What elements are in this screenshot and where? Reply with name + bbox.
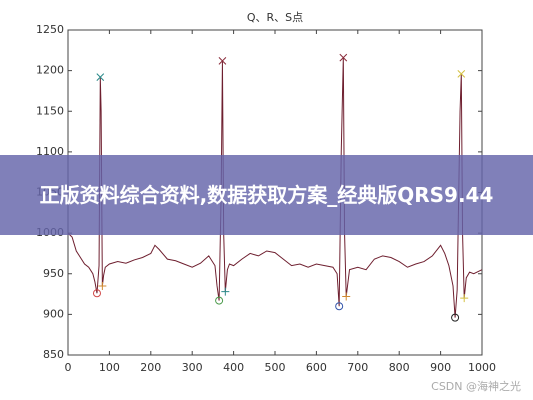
x-tick-label: 0 [65,361,72,374]
y-tick-label: 850 [43,348,64,361]
y-tick-label: 1100 [36,145,64,158]
x-tick-label: 200 [140,361,161,374]
y-tick-label: 1250 [36,23,64,36]
x-tick-label: 900 [430,361,451,374]
watermark: CSDN @海神之光 [431,380,521,393]
banner-text: 正版资料综合资料,数据获取方案_经典版QRS9.44 [39,183,494,207]
banner: 正版资料综合资料,数据获取方案_经典版QRS9.44 [0,155,533,235]
r-point [339,53,348,62]
x-tick-label: 700 [347,361,368,374]
s-point [98,281,107,290]
r-point [96,73,105,81]
s-point [460,294,469,303]
x-tick-label: 500 [265,361,286,374]
x-tick-label: 800 [389,361,410,374]
r-point [457,70,466,78]
x-tick-label: 1000 [468,361,496,374]
s-point [221,287,230,296]
x-tick-label: 600 [306,361,327,374]
q-point [92,289,101,298]
q-point [215,296,224,305]
q-point [451,313,460,322]
chart-title: Q、R、S点 [247,11,303,24]
y-tick-label: 950 [43,267,64,280]
y-tick-label: 900 [43,307,64,320]
x-tick-label: 300 [182,361,203,374]
r-point [218,57,227,65]
y-tick-label: 1150 [36,104,64,117]
x-tick-label: 100 [99,361,120,374]
q-point [335,302,344,311]
y-tick-label: 1200 [36,64,64,77]
x-tick-label: 400 [223,361,244,374]
s-point [342,292,351,301]
signal-line [67,57,483,318]
